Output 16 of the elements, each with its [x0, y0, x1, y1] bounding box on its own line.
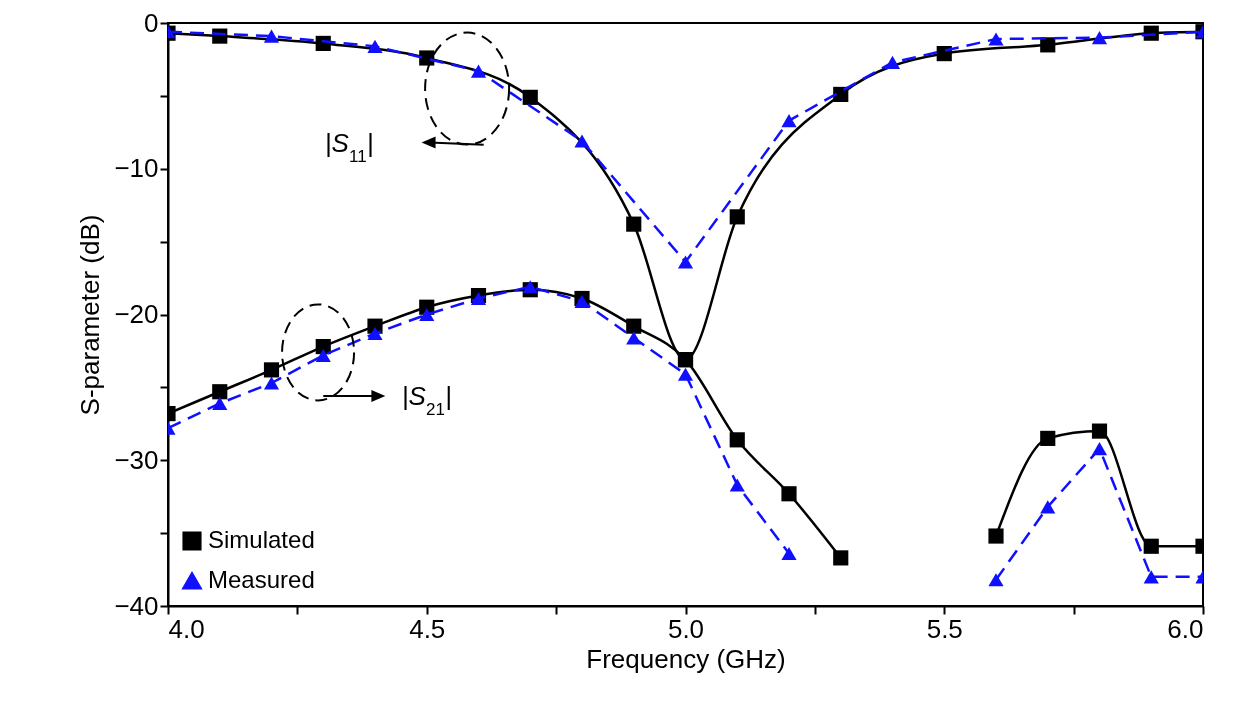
y-axis-title: S-parameter (dB): [75, 214, 106, 416]
x-tick-label: 4.0: [168, 613, 205, 644]
y-tick-label: −30: [114, 444, 159, 475]
x-tick-label: 5.5: [926, 613, 963, 644]
y-tick-label: −10: [114, 153, 159, 184]
annotation: |S$_{21}$|: [401, 381, 452, 419]
x-tick-label: 5.0: [667, 613, 705, 644]
y-tick-label: 0: [144, 7, 159, 38]
y-tick-label: −20: [114, 299, 159, 329]
legend-label: Measured: [208, 566, 315, 593]
legend-label: Simulated: [208, 526, 315, 553]
annotation: |S$_{11}$|: [324, 127, 374, 166]
y-tick-label: −40: [114, 590, 159, 621]
x-tick-label: 6.0: [1167, 613, 1204, 644]
x-axis-title: Frequency (GHz): [586, 643, 786, 674]
x-tick-label: 4.5: [409, 613, 446, 644]
